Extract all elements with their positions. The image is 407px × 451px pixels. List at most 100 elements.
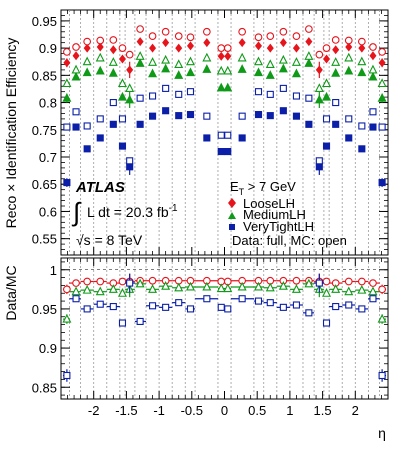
data-point: [118, 142, 127, 150]
data-point: [378, 123, 386, 131]
data-point: [358, 145, 366, 153]
y-tick-label: 0.9: [39, 341, 57, 356]
data-point: [216, 82, 226, 92]
ratio-series-2: [62, 273, 387, 382]
data-point: [292, 112, 300, 120]
x-tick-label: 1: [286, 403, 293, 418]
data-point: [118, 54, 126, 64]
ratio-point: [96, 277, 105, 286]
legend-verytight-label: VeryTightLH: [243, 219, 314, 234]
data-point: [378, 58, 386, 68]
data-point: [358, 43, 366, 53]
data-point: [161, 54, 171, 64]
data-point: [149, 112, 157, 120]
data-point: [125, 94, 135, 104]
data-point: [292, 92, 300, 100]
ratio-point: [109, 303, 117, 311]
data-point: [63, 123, 71, 131]
data-point: [322, 91, 332, 101]
legend-loose-label: LooseLH: [243, 196, 295, 211]
data-point: [126, 157, 134, 165]
data-point: [279, 38, 287, 48]
data-point: [203, 112, 211, 120]
data-point: [254, 88, 263, 96]
data-point: [322, 142, 331, 150]
legend-loose-marker: [228, 198, 236, 208]
data-point: [117, 78, 127, 88]
ratio-point: [368, 286, 378, 296]
data-point: [162, 107, 170, 115]
data-point: [223, 44, 232, 52]
ratio-point: [82, 284, 92, 294]
data-point: [322, 115, 331, 123]
data-point: [291, 57, 301, 66]
data-point: [217, 51, 225, 61]
data-point: [224, 51, 232, 61]
ratio-point: [369, 295, 377, 303]
ratio-point: [149, 302, 157, 310]
ratio-point: [254, 281, 264, 291]
data-point: [161, 27, 170, 36]
data-point: [136, 120, 144, 128]
ratio-point: [369, 279, 377, 287]
ratio-point: [83, 277, 92, 286]
y-tick-label: 0.8: [39, 96, 57, 111]
data-point: [136, 25, 144, 33]
data-point: [315, 157, 323, 165]
ratio-point: [305, 309, 313, 317]
ratio-point: [126, 279, 134, 287]
data-point: [224, 131, 232, 139]
ratio-point: [148, 284, 158, 293]
efficiency-series-2: [62, 58, 387, 108]
data-point: [224, 148, 232, 156]
ratio-series: [62, 273, 387, 382]
data-point: [357, 67, 367, 77]
data-point: [322, 44, 331, 52]
legend-medium: MediumLH: [228, 207, 306, 222]
data-point: [175, 90, 183, 98]
data-point: [217, 44, 226, 52]
ratio-point: [135, 278, 145, 288]
data-point: [292, 32, 301, 40]
et-cut-symbol: E: [230, 179, 239, 194]
et-cut-subscript: T: [239, 187, 245, 197]
data-point: [305, 120, 313, 128]
ratio-point: [357, 277, 366, 286]
luminosity-text: L dt = 20.3 fb: [87, 204, 169, 220]
data-point: [148, 32, 157, 40]
ratio-point: [357, 284, 367, 294]
ratio-point: [278, 280, 288, 290]
data-point: [217, 148, 225, 156]
data-point: [72, 51, 80, 61]
data-point: [305, 25, 313, 33]
data-point: [238, 134, 246, 142]
y-tick-label: 0.95: [32, 14, 57, 29]
data-point: [95, 65, 105, 75]
bottom-panel-frame: [60, 257, 389, 400]
data-mc-note: Data: full, MC: open: [232, 233, 347, 248]
data-point: [63, 179, 71, 187]
data-point: [125, 50, 134, 59]
data-point: [149, 92, 157, 100]
data-point: [332, 120, 340, 128]
ratio-point: [377, 313, 387, 323]
ratio-point: [292, 276, 301, 285]
data-point: [135, 51, 145, 60]
data-point: [63, 58, 71, 68]
ratio-point: [71, 286, 81, 296]
data-point: [223, 82, 233, 92]
legend-verytight-marker: [229, 224, 235, 230]
data-point: [266, 43, 274, 53]
data-point: [323, 54, 331, 64]
y-tick-label: 0.85: [32, 68, 57, 83]
ratio-point: [185, 281, 195, 291]
data-point: [83, 43, 91, 53]
integral-sign: ∫: [71, 197, 82, 227]
data-point: [83, 122, 91, 130]
ratio-point: [161, 280, 171, 290]
ratio-point: [72, 279, 80, 287]
data-point: [369, 108, 377, 116]
data-point: [126, 65, 134, 75]
